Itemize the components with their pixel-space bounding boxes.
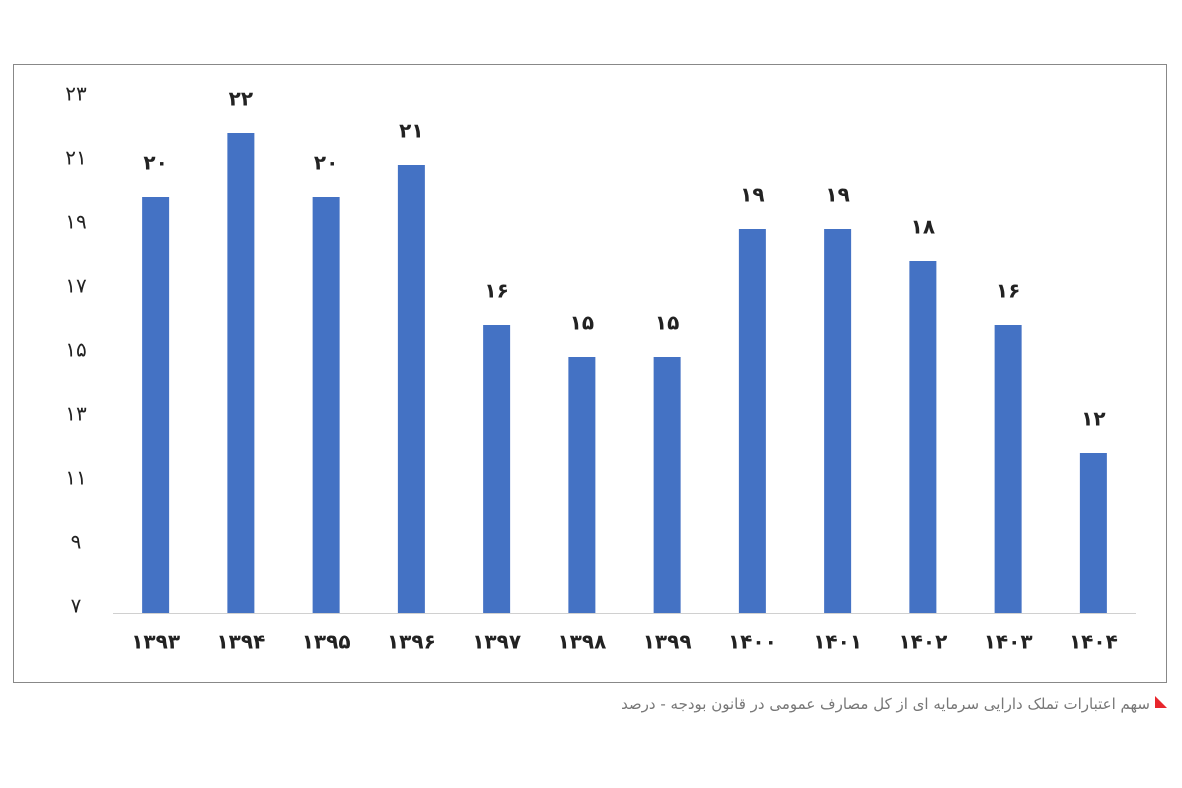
data-label: ۱۶ xyxy=(484,279,508,303)
x-tick-label: ۱۳۹۳ xyxy=(131,630,180,654)
y-tick-label: ۱۷ xyxy=(65,274,87,298)
y-tick-label: ۷ xyxy=(71,594,82,618)
x-tick-label: ۱۳۹۷ xyxy=(472,630,521,654)
bar xyxy=(568,357,596,613)
data-label: ۱۹ xyxy=(740,183,764,207)
bar xyxy=(483,325,511,613)
caption-marker xyxy=(1155,696,1167,708)
y-tick-label: ۱۳ xyxy=(65,402,87,426)
bar xyxy=(227,133,255,613)
data-label: ۱۸ xyxy=(911,215,935,239)
x-tick-label: ۱۴۰۰ xyxy=(728,630,777,654)
y-tick-label: ۱۵ xyxy=(65,338,86,362)
data-label: ۱۶ xyxy=(996,279,1020,303)
x-tick-label: ۱۳۹۹ xyxy=(643,630,692,654)
x-tick-label: ۱۳۹۴ xyxy=(216,630,265,654)
data-label: ۱۲ xyxy=(1081,407,1105,431)
x-tick-label: ۱۴۰۱ xyxy=(813,630,862,654)
x-tick-label: ۱۳۹۸ xyxy=(557,630,606,654)
bar xyxy=(738,229,766,613)
bar xyxy=(142,197,170,613)
data-label: ۱۵ xyxy=(655,311,679,335)
bar xyxy=(1079,453,1107,613)
y-tick-label: ۲۱ xyxy=(65,146,86,170)
bar xyxy=(397,165,425,613)
y-tick-label: ۲۳ xyxy=(65,82,87,106)
data-label: ۲۰ xyxy=(314,151,338,175)
x-tick-label: ۱۴۰۴ xyxy=(1069,630,1118,654)
x-tick-label: ۱۴۰۲ xyxy=(898,630,947,654)
data-label: ۲۲ xyxy=(229,87,253,111)
caption: سهم اعتبارات تملک دارایی سرمایه ای از کل… xyxy=(621,695,1150,713)
x-tick-label: ۱۳۹۵ xyxy=(302,630,351,654)
chart-frame xyxy=(13,64,1167,683)
y-tick-label: ۹ xyxy=(71,530,82,554)
x-tick-label: ۱۴۰۳ xyxy=(984,630,1033,654)
data-label: ۱۵ xyxy=(570,311,594,335)
x-tick-label: ۱۳۹۶ xyxy=(387,630,436,654)
bar xyxy=(909,261,937,613)
y-tick-label: ۱۱ xyxy=(65,466,86,490)
bar xyxy=(994,325,1022,613)
data-label: ۲۰ xyxy=(143,151,167,175)
data-label: ۱۹ xyxy=(825,183,849,207)
bar xyxy=(824,229,852,613)
bar xyxy=(653,357,681,613)
y-tick-label: ۱۹ xyxy=(65,210,86,234)
bar xyxy=(312,197,340,613)
data-label: ۲۱ xyxy=(399,119,423,143)
